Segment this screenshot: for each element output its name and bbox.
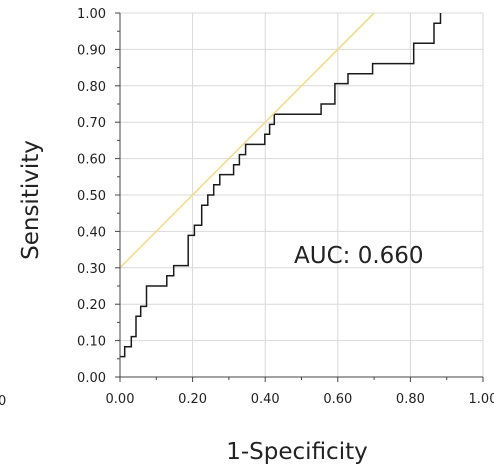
y-tick-label: 0.40 [77, 225, 106, 240]
x-tick-label: 0.60 [323, 392, 352, 407]
y-tick-label: 0.80 [77, 80, 106, 95]
y-tick-label: 1.00 [77, 7, 106, 22]
y-tick-label: 0.90 [77, 43, 106, 58]
y-axis-title: Sensitivity [18, 140, 44, 260]
x-tick-label: 1.00 [469, 392, 494, 407]
y-tick-label: 0.20 [77, 298, 106, 313]
x-axis-title: 1-Specificity [226, 439, 367, 465]
x-tick-label: 0.40 [251, 392, 280, 407]
x-tick-label: 0.20 [178, 392, 207, 407]
roc-curve [120, 13, 442, 358]
grid-lines [119, 12, 484, 378]
y-tick-label: 0.30 [77, 262, 106, 277]
y-tick-label: 0.10 [77, 335, 106, 350]
y-tick-label: 0.00 [77, 371, 106, 386]
y-tick-label: 0.70 [77, 116, 106, 131]
series-layer [119, 12, 442, 358]
minor-ticks [117, 30, 448, 380]
axes [115, 12, 484, 382]
clipped-left-tick: 0 [0, 394, 6, 409]
y-tick-label: 0.50 [77, 189, 106, 204]
tick-labels: 0.00 0.20 0.40 0.60 0.80 1.00 0.00 0.10 0.20 0.30… [77, 7, 494, 407]
x-tick-label: 0.00 [106, 392, 135, 407]
y-tick-label: 0.60 [77, 153, 106, 168]
reference-line [119, 12, 375, 269]
auc-annotation: AUC: 0.660 [294, 243, 424, 269]
x-tick-label: 0.80 [396, 392, 425, 407]
